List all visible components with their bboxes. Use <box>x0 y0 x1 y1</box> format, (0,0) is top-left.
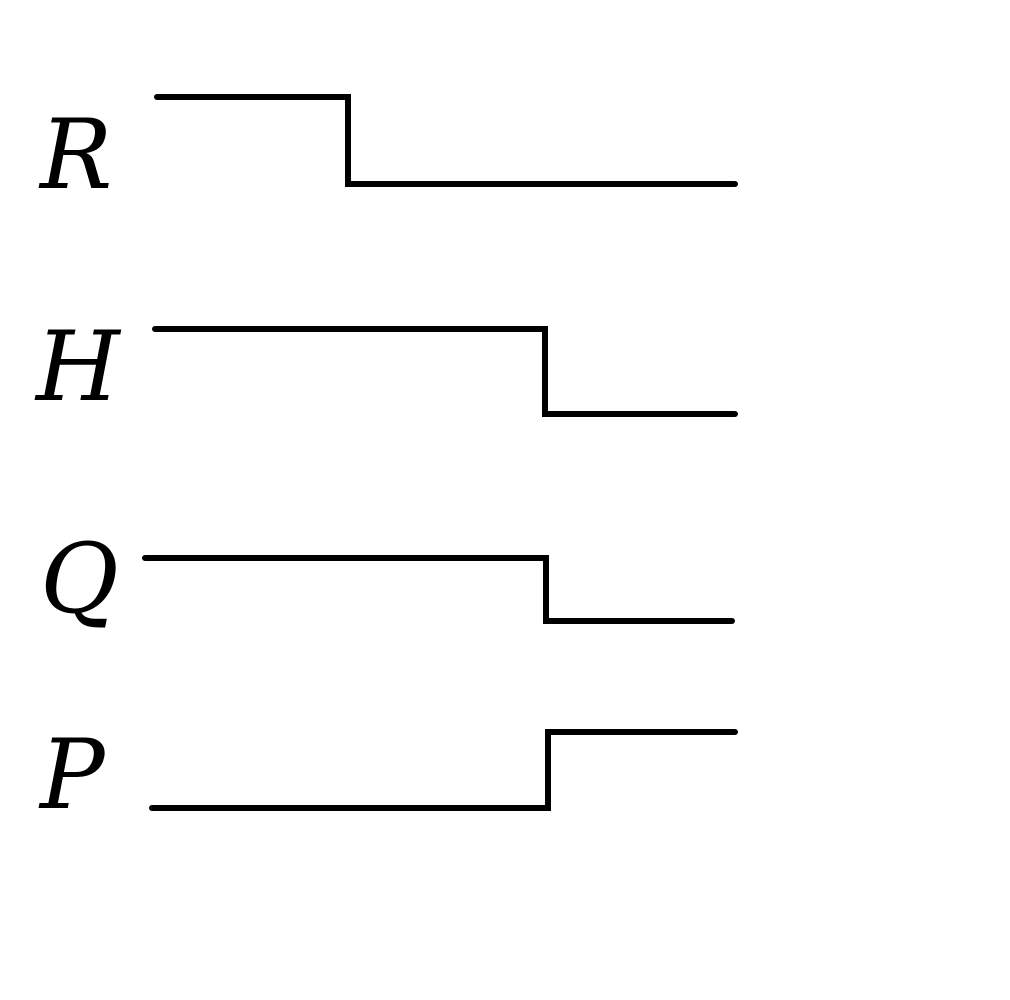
waveform-p <box>149 729 738 811</box>
signal-r: R <box>38 94 738 211</box>
signal-label-q: Q <box>40 523 119 635</box>
waveform-r <box>154 94 738 187</box>
signal-q: Q <box>40 523 735 635</box>
signal-label-h: H <box>34 311 122 423</box>
waveform-h <box>152 326 738 417</box>
waveform-q <box>142 555 735 624</box>
signal-h: H <box>34 311 738 423</box>
signal-label-r: R <box>38 99 112 211</box>
signal-p: P <box>38 719 738 831</box>
signal-label-p: P <box>38 719 106 831</box>
